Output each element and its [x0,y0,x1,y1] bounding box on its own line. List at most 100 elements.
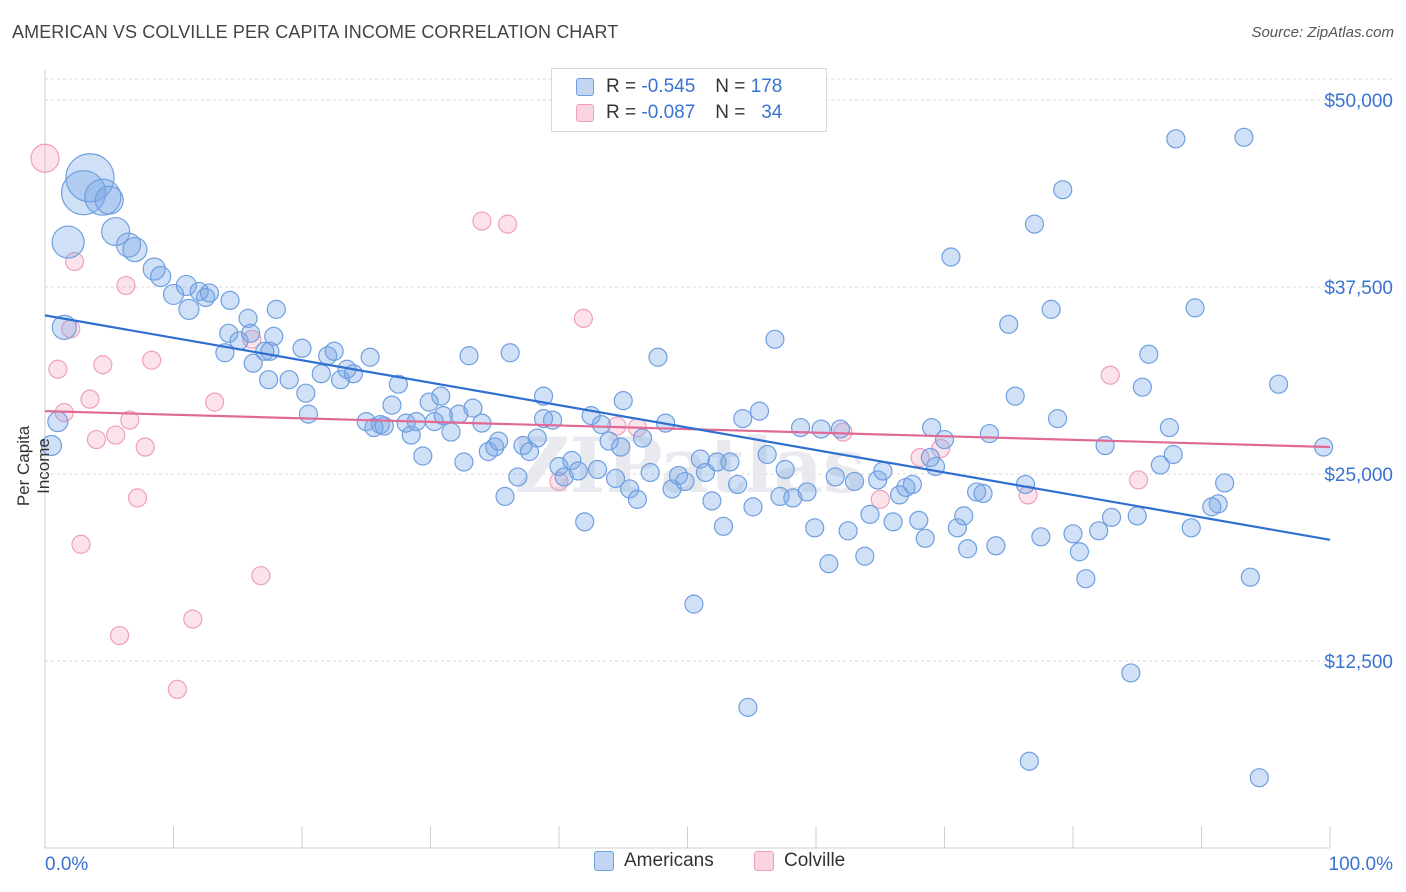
americans-point [489,431,509,451]
americans-point [811,419,831,439]
americans-point [1240,567,1260,587]
americans-point [790,417,811,438]
colville-point [80,389,100,409]
x-tick-label: 0.0% [45,854,88,875]
americans-point [298,404,319,424]
americans-point [388,374,408,394]
legend-r-label: R = [606,76,637,97]
americans-point [219,323,239,343]
y-tick-label: $25,000 [1324,465,1393,486]
colville-point [135,437,155,457]
americans-point [495,486,515,507]
colville-swatch [576,104,594,122]
americans-point [915,528,935,548]
americans-point [199,283,220,303]
americans-point [241,323,261,343]
americans-point [973,483,993,504]
americans-point [238,308,258,328]
chart-title: AMERICAN VS COLVILLE PER CAPITA INCOME C… [12,22,619,42]
colville-point [910,447,930,468]
legend-row-colville: R = -0.087 N = 34 [576,101,782,125]
americans-point [554,467,574,487]
americans-point [360,347,380,367]
americans-point [844,471,865,492]
americans-point [1234,127,1254,147]
correlation-legend: R = -0.545 N = 178 R = -0.087 N = 34 [551,68,827,132]
americans-point [441,422,461,442]
americans-point [830,419,851,439]
americans-point [419,392,439,412]
americans-point [1095,435,1115,456]
americans-point [122,236,148,263]
americans-point [713,516,734,536]
americans-point [51,225,85,259]
americans-point [920,447,940,468]
americans-point [1139,344,1159,364]
americans-point [1121,663,1141,683]
watermark: ZIPatlas [514,421,865,510]
colville-point [64,251,85,272]
colville-point [142,350,162,370]
americans-point [640,462,660,483]
americans-point [999,314,1019,334]
americans-point [1202,497,1222,517]
colville-point [167,679,187,700]
americans-point [178,298,200,320]
colville-point [573,308,594,328]
colville-point [472,211,492,231]
americans-point [243,353,263,373]
legend-r-value: -0.087 [641,102,696,123]
americans-point [175,274,197,297]
colville-point [498,214,518,234]
americans-point [382,395,402,415]
colville-point [71,534,91,554]
americans-point [979,423,1000,444]
americans-point [1053,180,1073,200]
americans-point [292,338,312,358]
americans-point [568,461,588,481]
americans-point [508,467,528,487]
americans-point [743,497,763,517]
colville-point [251,566,271,586]
americans-point [1024,214,1045,234]
series-legend: Americans Colville [0,850,1406,880]
americans-point [65,153,115,203]
americans-point [431,386,451,406]
americans-point [902,474,922,495]
americans-point [941,247,961,267]
americans-point [459,346,479,366]
americans-point [958,539,978,559]
americans-point [632,428,653,448]
americans-point [1159,417,1179,438]
colville-trend-line [44,410,1331,449]
colville-point [205,392,225,412]
americans-point [1215,473,1235,493]
americans-point [819,554,839,574]
americans-point [1185,298,1205,318]
americans-point [533,409,554,429]
americans-swatch [576,78,594,96]
americans-point [805,518,825,538]
americans-point [825,467,845,487]
americans-point [757,444,777,465]
americans-point [797,482,817,502]
americans-point [838,521,858,541]
legend-n-label: N = [715,76,746,97]
americans-point [954,506,974,526]
americans-point [266,299,286,319]
americans-point [51,314,77,340]
americans-point [324,341,344,361]
americans-point [1150,455,1170,475]
americans-point [1089,521,1109,541]
legend-item-americans[interactable]: Americans [594,850,714,872]
americans-point [648,347,668,367]
americans-point [783,488,803,508]
legend-n-label: N = [715,102,746,123]
americans-point [873,461,893,481]
y-axis-label: Per Capita Income [14,425,53,507]
legend-item-colville[interactable]: Colville [754,850,845,872]
americans-point [1132,377,1152,397]
americans-point [909,510,929,530]
americans-point [150,265,172,288]
americans-point [738,697,758,717]
